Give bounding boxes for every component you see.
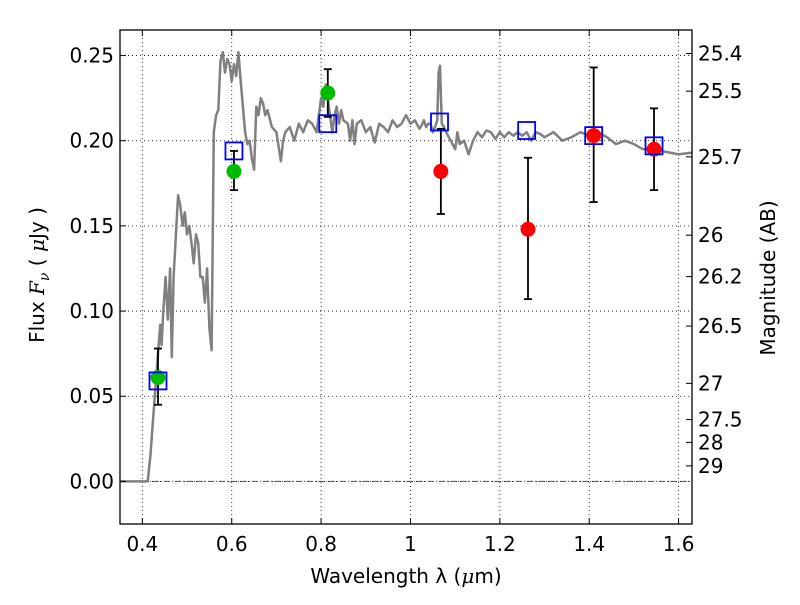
model-photometry-square [430,112,449,132]
model-photometry-square [517,121,537,140]
model-photometry-square [224,141,244,161]
y-tick-label: 0.15 [69,214,114,238]
x-tick-label: 0.6 [216,532,248,556]
model-spectrum-line [120,50,693,483]
x-axis-label: Wavelength λ (μm) [310,564,501,588]
right-axis-label: Magnitude (AB) [756,200,780,355]
green-data-point [226,163,242,179]
green-data-point [150,370,166,386]
model-photometry-square [148,371,168,391]
y-tick-label: 0.20 [69,129,114,153]
x-tick-label: 0.8 [305,532,337,556]
red-data-point [646,141,662,157]
y2-tick-label: 25.4 [698,42,743,66]
y2-tick-label: 28 [698,430,723,454]
model-photometry-square [318,114,338,134]
errorbars-layer [153,66,659,406]
red-data-point [520,221,536,237]
y2-tick-label: 26 [698,223,723,247]
y2-tick-label: 25.5 [698,79,743,103]
y2-tick-label: 27.5 [698,408,743,432]
y-tick-label: 0.25 [69,44,114,68]
y-axis-label: Flux Fν ( μJy ) [25,207,53,343]
y-tick-label: 0.05 [69,384,114,408]
model-photometry-square [584,126,604,146]
x-tick-label: 1 [404,532,417,556]
x-tick-label: 1.4 [573,532,605,556]
model-photometry-square [644,136,664,156]
y2-tick-label: 25.7 [698,145,743,169]
y2-tick-label: 29 [698,454,723,478]
y2-tick-label: 26.5 [698,314,743,338]
y2-tick-label: 27 [698,371,723,395]
data-points-layer [150,85,662,386]
model-spectrum-layer [120,50,693,483]
x-tick-label: 0.4 [126,532,158,556]
y-tick-label: 0.00 [69,469,114,493]
red-data-point [433,163,449,179]
model-photometry-layer [148,112,664,391]
red-data-point [586,128,602,144]
x-tick-label: 1.2 [484,532,516,556]
y2-tick-label: 26.2 [698,265,743,289]
y-tick-label: 0.10 [69,299,114,323]
green-data-point [320,85,336,101]
x-tick-label: 1.6 [663,532,695,556]
axis-ticks: 0.4 0.6 0.8 1 1.2 1.4 1.6 0.00 0.05 0.10 0.15 0.20 0… [69,30,743,556]
